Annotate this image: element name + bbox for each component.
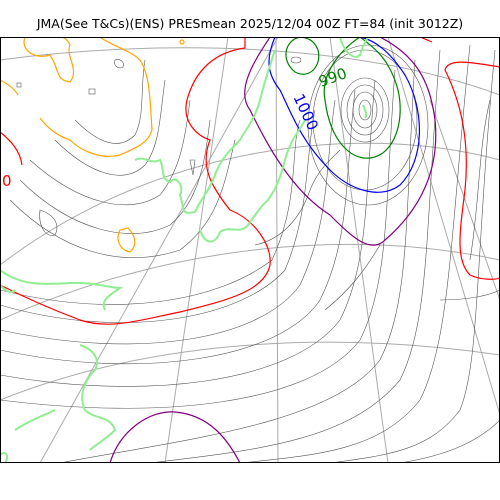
low-pressure-rings <box>290 44 429 206</box>
isobar-1010 <box>109 37 437 463</box>
map-title: JMA(See T&Cs)(ENS) PRESmean 2025/12/04 0… <box>36 16 464 31</box>
isobars <box>0 44 500 463</box>
isobar-1020 <box>0 37 500 325</box>
graticule <box>0 37 500 463</box>
coastline-orange <box>0 37 185 253</box>
contour-label-1020-partial: 0 <box>2 172 12 190</box>
isobar-990 <box>285 37 401 159</box>
land-details <box>16 59 196 236</box>
isobar-1000 <box>268 37 420 193</box>
coastline-green <box>0 37 369 463</box>
